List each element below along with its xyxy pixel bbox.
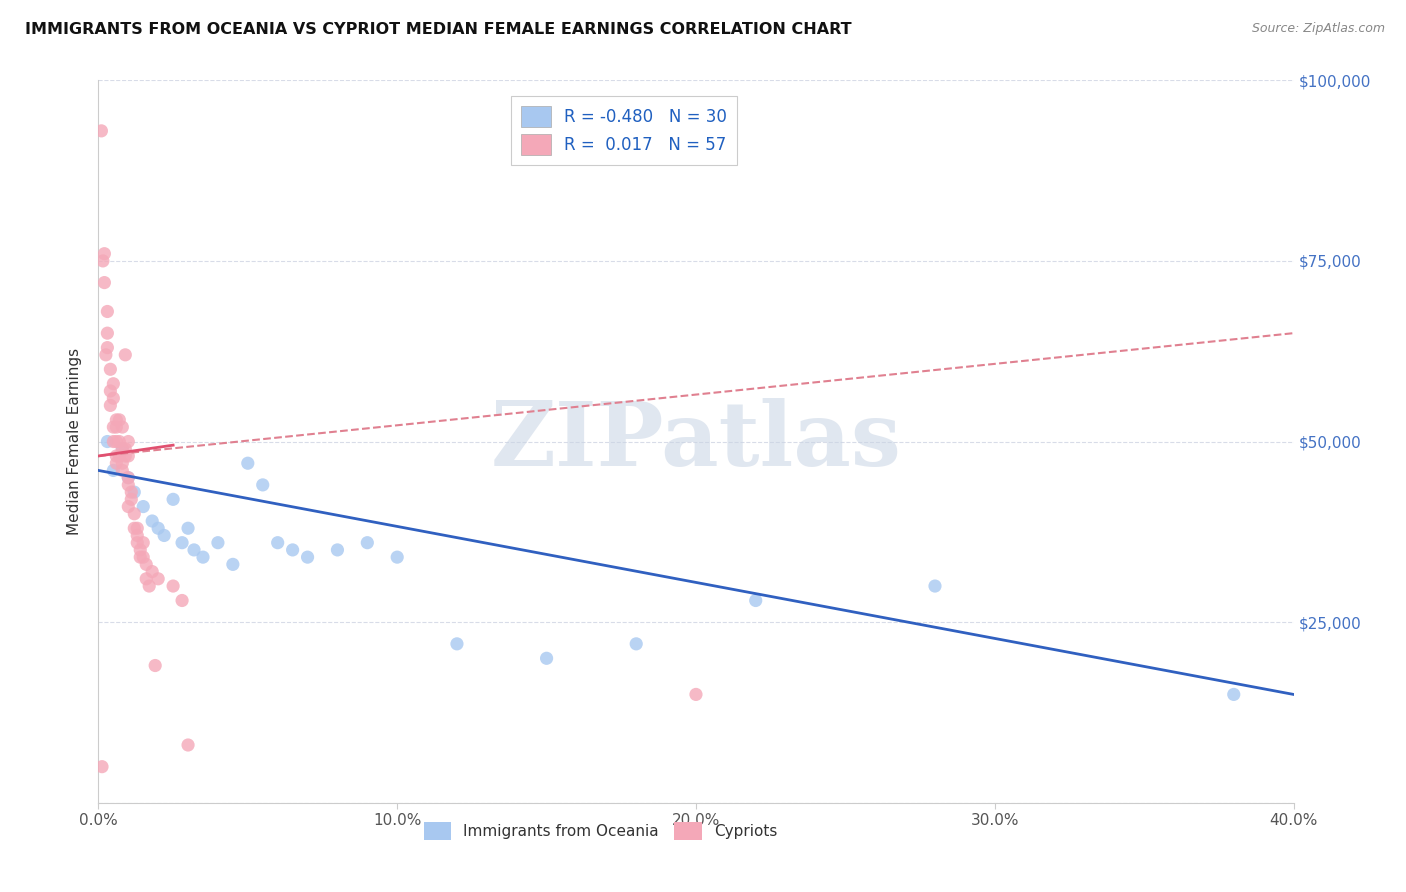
Point bbox=[207, 535, 229, 549]
Point bbox=[141, 565, 163, 579]
Point bbox=[267, 535, 290, 549]
Point bbox=[117, 470, 139, 484]
Point bbox=[96, 434, 118, 449]
Point bbox=[236, 456, 259, 470]
Point bbox=[98, 398, 122, 412]
Point bbox=[94, 348, 117, 362]
Point bbox=[281, 542, 304, 557]
Point bbox=[117, 470, 139, 484]
Point bbox=[536, 651, 558, 665]
Point bbox=[105, 434, 128, 449]
Y-axis label: Median Female Earnings: Median Female Earnings bbox=[67, 348, 83, 535]
Point bbox=[108, 413, 131, 427]
Point bbox=[103, 434, 125, 449]
Point bbox=[124, 485, 146, 500]
Point bbox=[108, 449, 131, 463]
Point bbox=[117, 500, 139, 514]
Point bbox=[91, 760, 114, 774]
Point bbox=[129, 550, 152, 565]
Point bbox=[120, 485, 142, 500]
Point bbox=[96, 326, 118, 340]
Point bbox=[129, 542, 152, 557]
Point bbox=[111, 420, 134, 434]
Point bbox=[117, 434, 139, 449]
Point bbox=[108, 434, 131, 449]
Point bbox=[105, 413, 128, 427]
Point bbox=[135, 558, 157, 572]
Point bbox=[745, 593, 768, 607]
Point bbox=[117, 449, 139, 463]
Point bbox=[143, 658, 166, 673]
Point bbox=[114, 442, 136, 456]
Point bbox=[297, 550, 319, 565]
Point bbox=[153, 528, 176, 542]
Point bbox=[385, 550, 409, 565]
Point bbox=[177, 738, 200, 752]
Point bbox=[685, 687, 707, 701]
Point bbox=[1223, 687, 1246, 701]
Point bbox=[252, 478, 274, 492]
Point bbox=[105, 420, 128, 434]
Point bbox=[114, 449, 136, 463]
Point bbox=[103, 420, 125, 434]
Legend: Immigrants from Oceania, Cypriots: Immigrants from Oceania, Cypriots bbox=[418, 816, 783, 846]
Point bbox=[114, 348, 136, 362]
Text: Source: ZipAtlas.com: Source: ZipAtlas.com bbox=[1251, 22, 1385, 36]
Point bbox=[162, 579, 184, 593]
Text: IMMIGRANTS FROM OCEANIA VS CYPRIOT MEDIAN FEMALE EARNINGS CORRELATION CHART: IMMIGRANTS FROM OCEANIA VS CYPRIOT MEDIA… bbox=[25, 22, 852, 37]
Point bbox=[172, 593, 194, 607]
Point bbox=[103, 391, 125, 405]
Point bbox=[177, 521, 200, 535]
Point bbox=[124, 507, 146, 521]
Point bbox=[135, 572, 157, 586]
Point bbox=[162, 492, 184, 507]
Point bbox=[132, 535, 155, 549]
Point bbox=[105, 456, 128, 470]
Point bbox=[93, 246, 115, 260]
Point bbox=[191, 550, 214, 565]
Point bbox=[103, 376, 125, 391]
Point bbox=[222, 558, 245, 572]
Point bbox=[111, 442, 134, 456]
Point bbox=[93, 276, 115, 290]
Point bbox=[111, 442, 134, 456]
Point bbox=[356, 535, 378, 549]
Point bbox=[924, 579, 946, 593]
Point bbox=[124, 521, 146, 535]
Point bbox=[148, 521, 170, 535]
Point bbox=[148, 572, 170, 586]
Point bbox=[103, 463, 125, 477]
Point bbox=[117, 478, 139, 492]
Point bbox=[132, 550, 155, 565]
Point bbox=[111, 463, 134, 477]
Point bbox=[98, 384, 122, 398]
Point bbox=[91, 253, 114, 268]
Point bbox=[127, 528, 149, 542]
Point bbox=[141, 514, 163, 528]
Point bbox=[446, 637, 468, 651]
Point bbox=[326, 542, 349, 557]
Point bbox=[105, 449, 128, 463]
Point bbox=[90, 124, 112, 138]
Point bbox=[127, 521, 149, 535]
Point bbox=[172, 535, 194, 549]
Point bbox=[183, 542, 205, 557]
Point bbox=[120, 492, 142, 507]
Point bbox=[96, 304, 118, 318]
Point bbox=[98, 362, 122, 376]
Point bbox=[132, 500, 155, 514]
Point bbox=[127, 535, 149, 549]
Point bbox=[96, 341, 118, 355]
Point bbox=[111, 456, 134, 470]
Text: ZIPatlas: ZIPatlas bbox=[491, 398, 901, 485]
Point bbox=[138, 579, 160, 593]
Point bbox=[626, 637, 648, 651]
